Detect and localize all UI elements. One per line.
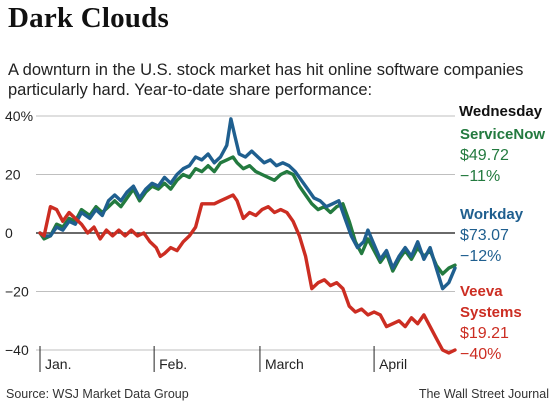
chart-title: Dark Clouds bbox=[8, 2, 169, 34]
legend-workday-change: −12% bbox=[460, 248, 502, 265]
y-tick-label: −20 bbox=[5, 284, 29, 300]
legend-heading: Wednesday bbox=[459, 103, 543, 120]
legend-servicenow: ServiceNow $49.72 −11% bbox=[460, 124, 545, 187]
chart-subtitle: A downturn in the U.S. stock market has … bbox=[8, 61, 524, 99]
legend-workday-name: Workday bbox=[460, 206, 524, 223]
x-tick-label: April bbox=[379, 356, 407, 372]
source-note: Source: WSJ Market Data Group bbox=[6, 387, 189, 401]
legend-veeva-change: −40% bbox=[460, 346, 502, 363]
legend-veeva-name: Veeva Systems bbox=[460, 283, 522, 321]
chart-axes: 40% 20 0 −20 −40 Jan. Feb. March April bbox=[5, 108, 455, 372]
y-tick-label: 20 bbox=[5, 167, 21, 183]
credit-note: The Wall Street Journal bbox=[418, 387, 549, 401]
legend-workday: Workday $73.07 −12% bbox=[460, 204, 523, 267]
y-tick-label: 40% bbox=[5, 108, 33, 124]
legend-servicenow-change: −11% bbox=[460, 168, 501, 185]
series-line-workday bbox=[38, 117, 457, 291]
series-line-veeva-systems bbox=[38, 193, 457, 355]
y-tick-label: 0 bbox=[5, 225, 13, 241]
y-tick-label: −40 bbox=[5, 342, 29, 358]
legend-veeva: Veeva Systems $19.21 −40% bbox=[460, 281, 550, 365]
x-tick-label: March bbox=[265, 356, 304, 372]
legend-workday-value: $73.07 bbox=[460, 227, 509, 244]
legend-servicenow-name: ServiceNow bbox=[460, 126, 546, 143]
chart-series bbox=[38, 117, 457, 355]
legend-veeva-value: $19.21 bbox=[460, 325, 509, 342]
x-tick-label: Feb. bbox=[159, 356, 187, 372]
legend-servicenow-value: $49.72 bbox=[460, 147, 509, 164]
x-tick-label: Jan. bbox=[45, 356, 71, 372]
